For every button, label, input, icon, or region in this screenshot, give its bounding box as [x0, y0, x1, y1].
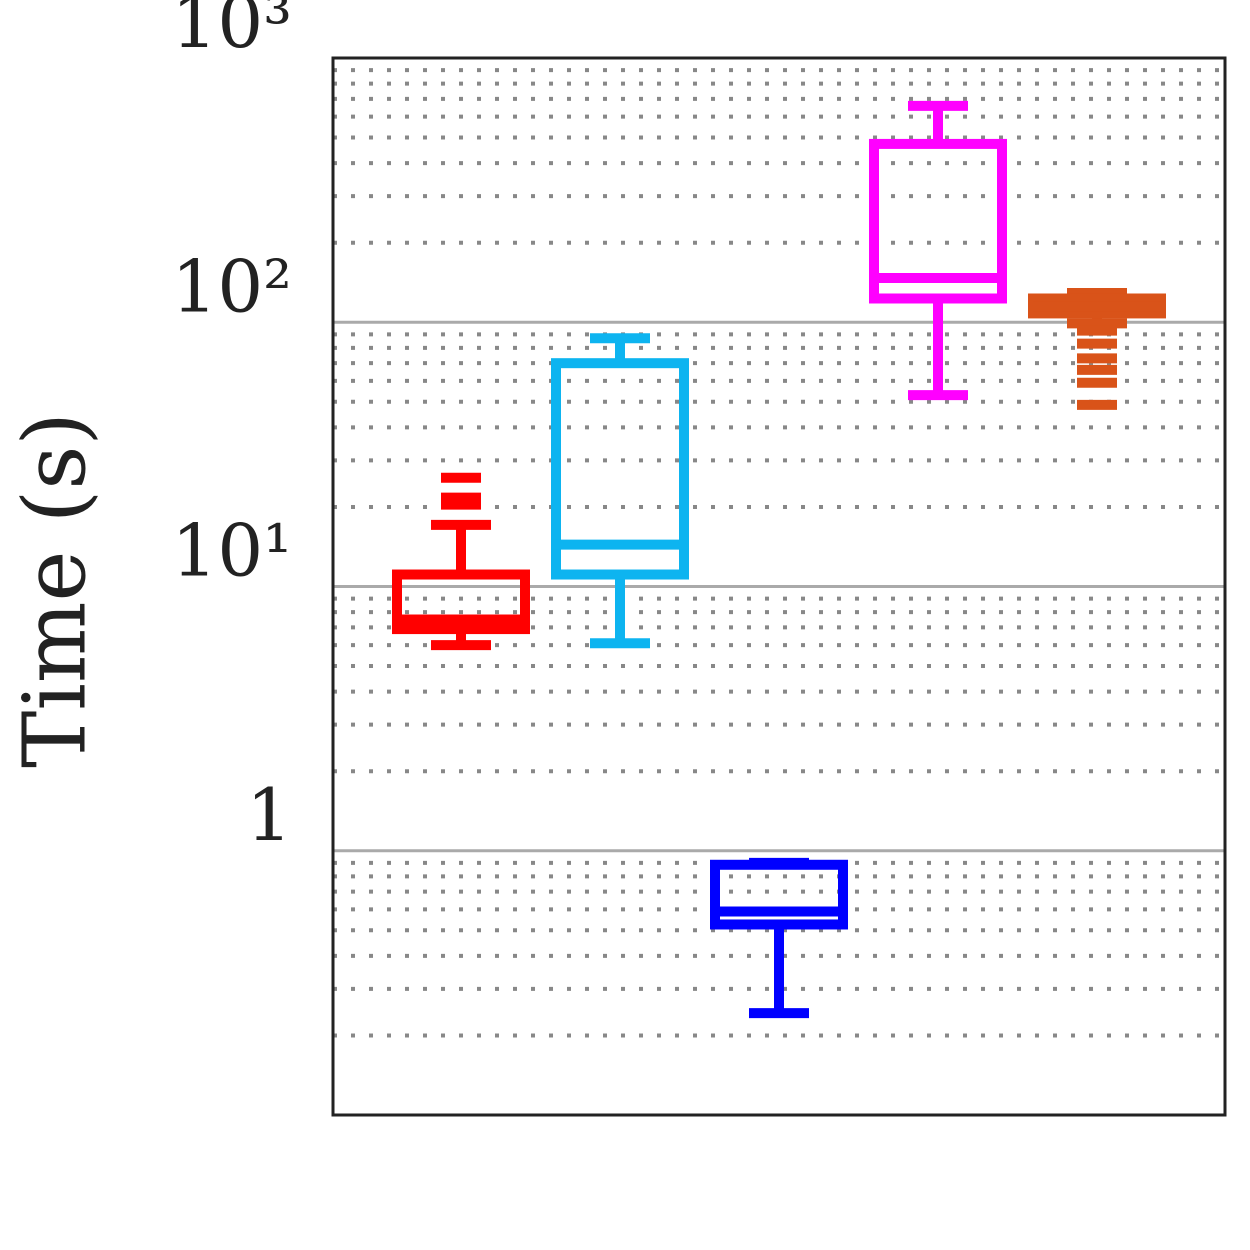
y-tick-label: 10² — [172, 244, 292, 328]
box — [551, 358, 689, 580]
y-tick-label: 1 — [246, 773, 292, 857]
plot-frame — [331, 56, 1227, 1117]
box — [710, 859, 848, 930]
box — [869, 138, 1007, 304]
y-tick-label: 10³ — [172, 0, 292, 64]
y-tick-label: 10¹ — [172, 509, 292, 593]
y-axis-label: Time (s) — [6, 412, 106, 768]
box — [392, 569, 530, 635]
